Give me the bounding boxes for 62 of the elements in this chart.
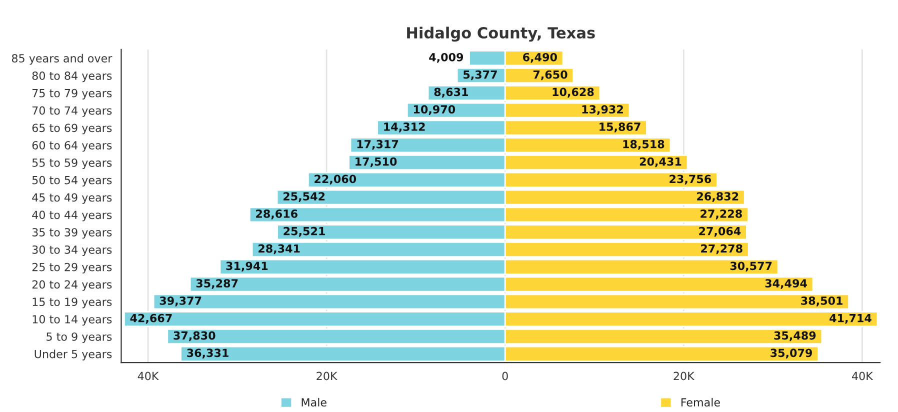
data-label: 27,228 (700, 210, 742, 220)
y-tick-label: 45 to 49 years (32, 193, 112, 204)
x-tick-label: 40K (852, 372, 874, 380)
data-label: 17,510 (356, 157, 397, 168)
data-label: 25,542 (284, 192, 325, 202)
data-label: 36,331 (187, 348, 228, 359)
data-label: 23,756 (670, 174, 712, 185)
data-label: 7,650 (533, 70, 568, 80)
data-label: 27,278 (701, 244, 742, 254)
data-label: 8,631 (434, 88, 468, 98)
y-tick-label: 50 to 54 years (32, 176, 112, 186)
legend-label: Male (302, 398, 326, 407)
y-tick-label: 80 to 84 years (32, 72, 112, 82)
data-label: 26,832 (697, 192, 738, 202)
chart-title: Hidalgo County, Texas (407, 26, 595, 42)
y-tick-label: 55 to 59 years (32, 158, 112, 170)
y-tick-label: 15 to 19 years (32, 298, 112, 308)
data-label: 31,941 (226, 262, 268, 272)
y-tick-label: 20 to 24 years (32, 280, 112, 291)
y-tick-label: 60 to 64 years (32, 141, 112, 152)
y-tick-label: 85 years and over (12, 54, 112, 65)
data-label: 27,064 (699, 226, 741, 237)
x-tick-label: 20K (674, 372, 695, 380)
data-label: 4,009 (429, 52, 464, 63)
data-label: 10,628 (552, 88, 594, 98)
data-label: 42,667 (130, 314, 172, 324)
data-label: 14,312 (384, 122, 425, 132)
data-label: 18,518 (623, 140, 664, 150)
data-label: 22,060 (314, 174, 356, 185)
y-tick-label: 70 to 74 years (32, 106, 112, 117)
data-label: 25,521 (284, 226, 325, 237)
legend-label: Female (681, 398, 720, 407)
y-tick-label: Under 5 years (34, 350, 112, 360)
data-label: 10,970 (414, 105, 456, 115)
data-label: 34,494 (765, 279, 807, 289)
data-label: 20,431 (640, 157, 682, 168)
y-tick-label: 10 to 14 years (32, 315, 112, 326)
x-tick-label: 20K (316, 372, 338, 380)
y-tick-label: 35 to 39 years (32, 228, 112, 239)
data-label: 38,501 (801, 296, 842, 306)
data-label: 30,577 (730, 262, 772, 272)
data-label: 35,287 (196, 279, 238, 289)
data-label: 28,616 (256, 210, 298, 220)
data-label: 28,341 (258, 244, 300, 254)
data-label: 35,079 (770, 348, 812, 359)
data-label: 17,317 (357, 140, 398, 150)
y-tick-label: 5 to 9 years (46, 332, 112, 343)
x-tick-label: 40K (138, 372, 159, 380)
data-label: 6,490 (523, 52, 557, 63)
data-label: 39,377 (160, 296, 202, 306)
data-label: 15,867 (600, 122, 640, 132)
data-label: 35,489 (774, 331, 816, 342)
y-tick-label: 40 to 44 years (32, 210, 112, 222)
y-tick-label: 65 to 69 years (32, 124, 112, 134)
data-label: 41,714 (830, 314, 872, 324)
y-tick-label: 25 to 29 years (32, 262, 112, 274)
data-label: 5,377 (464, 70, 497, 80)
y-tick-label: 30 to 34 years (32, 245, 112, 256)
x-tick-label: 0 (502, 372, 508, 380)
data-label: 37,830 (174, 331, 216, 342)
data-label: 13,932 (582, 105, 623, 115)
y-tick-label: 75 to 79 years (32, 88, 112, 100)
